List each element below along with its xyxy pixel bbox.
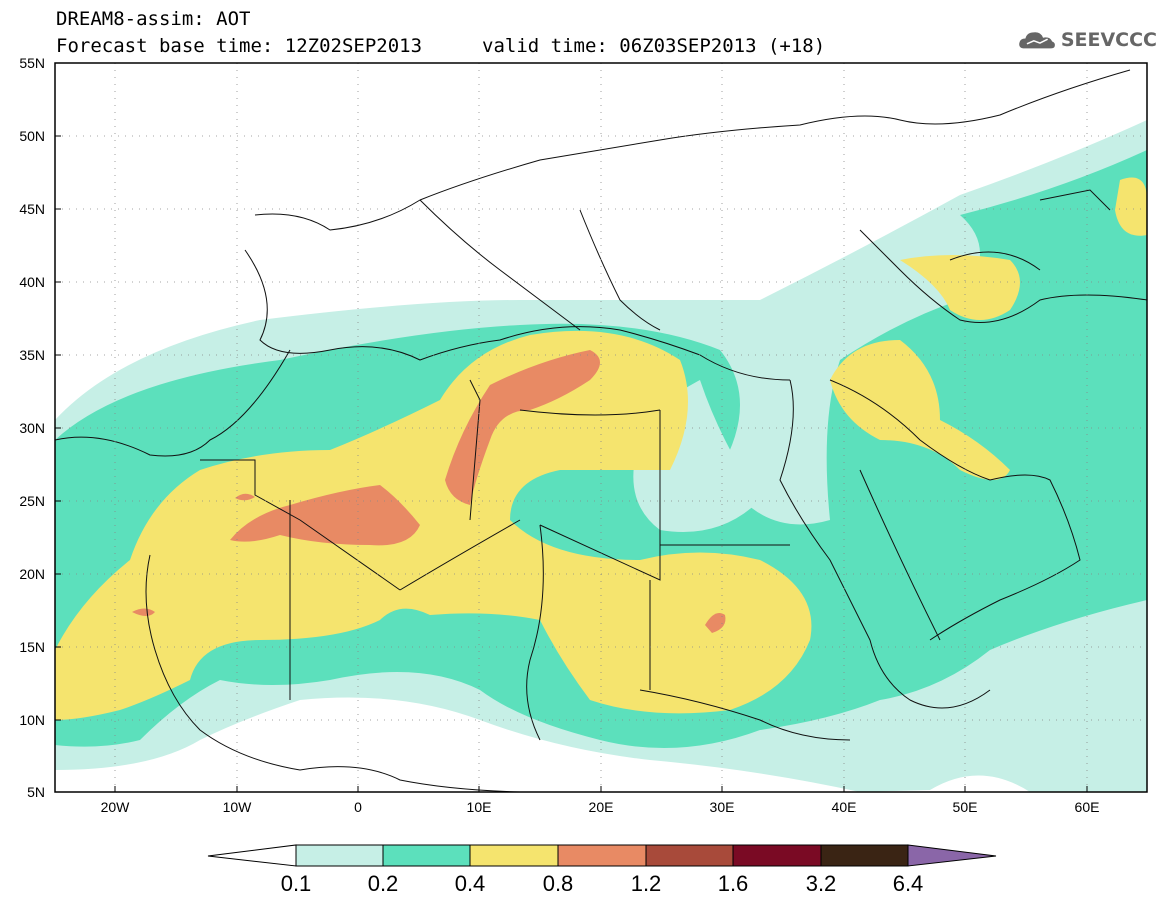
colorbar-bin <box>557 844 647 867</box>
colorbar-bin <box>645 844 734 867</box>
colorbar-tick: 1.6 <box>718 871 749 896</box>
colorbar-tick: 0.4 <box>455 871 486 896</box>
colorbar-tick: 3.2 <box>806 871 837 896</box>
colorbar-bin <box>295 844 384 867</box>
lat-label: 30N <box>19 420 45 436</box>
colorbar-tick: 0.1 <box>281 871 312 896</box>
map-title: DREAM8-assim: AOT <box>56 8 251 30</box>
lon-label: 60E <box>1075 799 1100 815</box>
colorbar-high-arrow <box>907 844 997 867</box>
valid-time: valid time: 06Z03SEP2013 (+18) <box>482 35 826 57</box>
lon-label: 40E <box>832 799 857 815</box>
lat-label: 15N <box>19 639 45 655</box>
lat-axis: 55N 50N 45N 40N 35N 30N 25N 20N 15N 10N … <box>19 55 45 800</box>
lat-label: 35N <box>19 347 45 363</box>
base-time: Forecast base time: 12Z02SEP2013 <box>56 35 423 57</box>
lon-axis: 20W 10W 0 10E 20E 30E 40E 50E 60E <box>101 799 1100 815</box>
lon-label: 10W <box>223 799 253 815</box>
lon-label: 30E <box>710 799 735 815</box>
colorbar <box>207 844 997 867</box>
lon-label: 0 <box>354 799 362 815</box>
lat-label: 5N <box>27 784 45 800</box>
colorbar-labels: 0.1 0.2 0.4 0.8 1.2 1.6 3.2 6.4 <box>281 871 924 896</box>
colorbar-tick: 0.2 <box>368 871 399 896</box>
lon-label: 20E <box>589 799 614 815</box>
colorbar-tick: 0.8 <box>543 871 574 896</box>
colorbar-tick: 6.4 <box>893 871 924 896</box>
colorbar-bin <box>732 844 822 867</box>
lat-label: 10N <box>19 712 45 728</box>
lon-label: 50E <box>953 799 978 815</box>
logo-text: SEEVCCC <box>1060 29 1157 51</box>
lon-label: 20W <box>101 799 131 815</box>
lon-label: 10E <box>467 799 492 815</box>
colorbar-tick: 1.2 <box>631 871 662 896</box>
cloud-icon <box>1019 32 1055 49</box>
logo: SEEVCCC <box>1017 22 1157 58</box>
colorbar-bin <box>469 844 559 867</box>
lat-label: 45N <box>19 201 45 217</box>
colorbar-bin <box>820 844 909 867</box>
colorbar-bin <box>382 844 471 867</box>
lat-label: 55N <box>19 55 45 71</box>
lat-label: 25N <box>19 493 45 509</box>
graticule <box>55 63 1147 792</box>
colorbar-low-arrow <box>207 844 297 867</box>
lat-label: 20N <box>19 566 45 582</box>
lat-label: 50N <box>19 128 45 144</box>
lat-label: 40N <box>19 274 45 290</box>
